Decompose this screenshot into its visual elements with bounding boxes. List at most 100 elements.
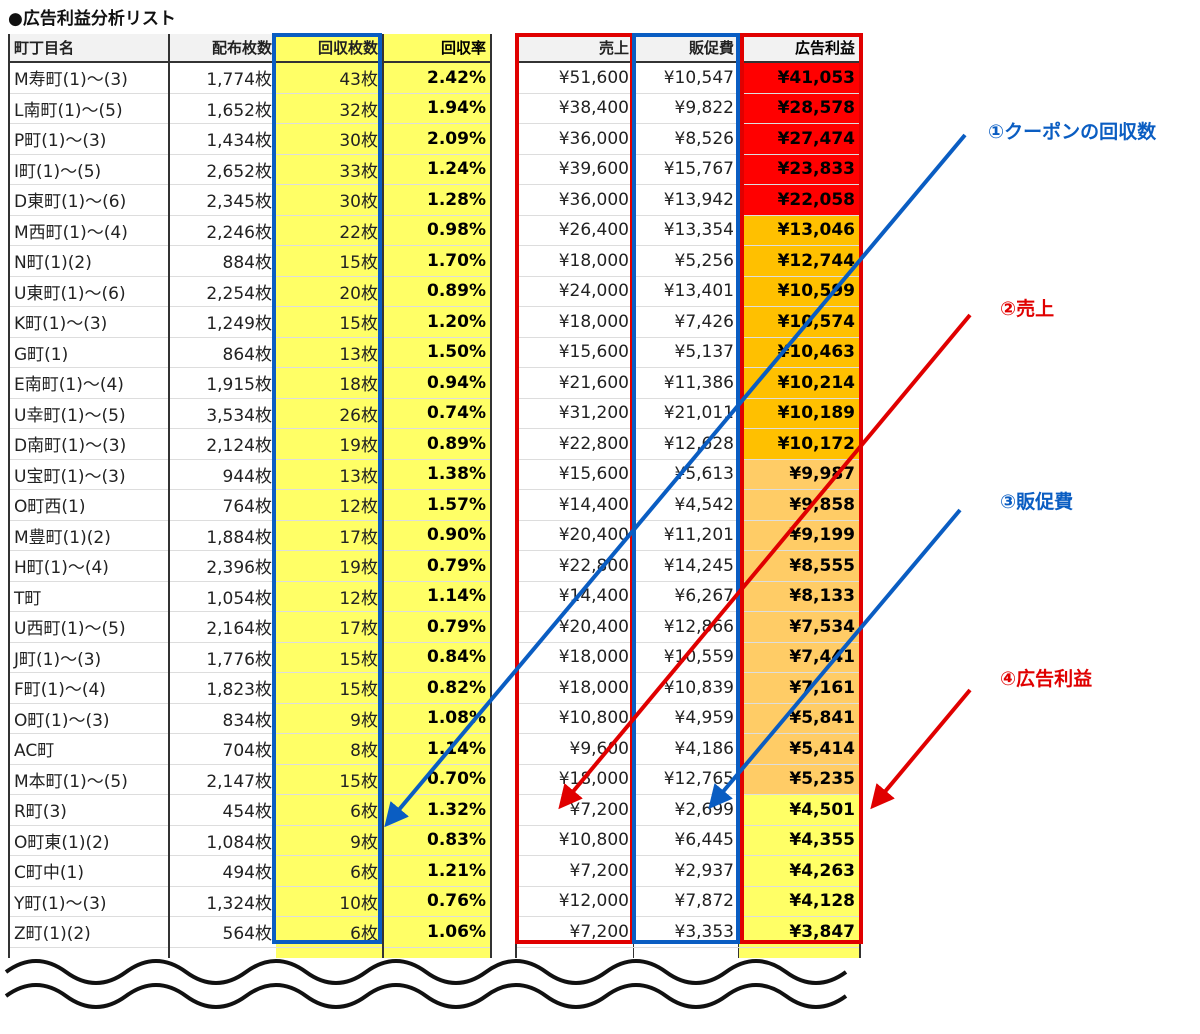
returned-count: 32枚 (276, 93, 383, 124)
sales: ¥14,400 (516, 581, 634, 612)
return-rate: 1.06% (382, 916, 492, 948)
sales: ¥20,400 (516, 520, 634, 551)
sales: ¥9,600 (516, 733, 634, 765)
distributed-count: 1,324枚 (169, 886, 276, 917)
ad-profit: ¥10,574 (738, 306, 861, 338)
left-table: 町丁目名 配布枚数 回収枚数 回収率 M寿町(1)〜(3) 1,774枚 43枚 2.… (8, 34, 492, 978)
ad-profit: ¥10,214 (738, 367, 861, 399)
promo-cost: ¥5,137 (633, 337, 739, 368)
table-row: M豊町(1)(2) 1,884枚 17枚 0.90% (9, 520, 492, 551)
distributed-count: 1,915枚 (169, 367, 276, 399)
ad-profit: ¥27,474 (738, 123, 861, 155)
town-name: AC町 (9, 733, 170, 765)
sales: ¥36,000 (516, 184, 634, 216)
promo-cost: ¥10,839 (633, 672, 739, 704)
town-name: J町(1)〜(3) (9, 642, 170, 673)
table-row: I町(1)〜(5) 2,652枚 33枚 1.24% (9, 154, 492, 185)
ad-profit: ¥22,058 (738, 184, 861, 216)
returned-count: 15枚 (276, 245, 383, 277)
ad-profit: ¥8,555 (738, 550, 861, 582)
header-rate: 回収率 (382, 34, 492, 63)
sales: ¥14,400 (516, 489, 634, 521)
sales: ¥15,600 (516, 458, 634, 490)
distributed-count: 2,124枚 (169, 428, 276, 460)
table-row: O町東(1)(2) 1,084枚 9枚 0.83% (9, 825, 492, 856)
annotation-sales: ②売上 (1000, 298, 1055, 320)
promo-cost: ¥12,866 (633, 611, 739, 643)
return-rate: 1.14% (382, 733, 492, 765)
distributed-count: 1,823枚 (169, 672, 276, 704)
town-name: U幸町(1)〜(5) (9, 398, 170, 429)
sales: ¥7,200 (516, 855, 634, 887)
table-row: ¥7,200 ¥3,353 ¥3,847 (516, 916, 861, 948)
town-name: O町東(1)(2) (9, 825, 170, 856)
sales: ¥7,200 (516, 916, 634, 948)
table-row: D南町(1)〜(3) 2,124枚 19枚 0.89% (9, 428, 492, 460)
return-rate: 0.89% (382, 428, 492, 460)
table-row: E南町(1)〜(4) 1,915枚 18枚 0.94% (9, 367, 492, 399)
returned-count: 18枚 (276, 367, 383, 399)
ad-profit: ¥12,744 (738, 245, 861, 277)
table-row: ¥7,200 ¥2,937 ¥4,263 (516, 855, 861, 887)
table-row: M本町(1)〜(5) 2,147枚 15枚 0.70% (9, 764, 492, 795)
returned-count: 15枚 (276, 642, 383, 673)
sales: ¥31,200 (516, 398, 634, 429)
promo-cost: ¥12,765 (633, 764, 739, 795)
town-name: H町(1)〜(4) (9, 550, 170, 582)
table-row: P町(1)〜(3) 1,434枚 30枚 2.09% (9, 123, 492, 155)
sales: ¥10,800 (516, 825, 634, 856)
promo-cost: ¥15,767 (633, 154, 739, 185)
returned-count: 13枚 (276, 337, 383, 368)
distributed-count: 1,776枚 (169, 642, 276, 673)
promo-cost: ¥6,267 (633, 581, 739, 612)
table-row: O町(1)〜(3) 834枚 9枚 1.08% (9, 703, 492, 734)
table-row: ¥20,400 ¥12,866 ¥7,534 (516, 611, 861, 643)
town-name: P町(1)〜(3) (9, 123, 170, 155)
return-rate: 1.32% (382, 794, 492, 826)
returned-count: 30枚 (276, 184, 383, 216)
table-row: ¥21,600 ¥11,386 ¥10,214 (516, 367, 861, 399)
sales: ¥18,000 (516, 764, 634, 795)
sales: ¥18,000 (516, 642, 634, 673)
town-name: N町(1)(2) (9, 245, 170, 277)
town-name: M豊町(1)(2) (9, 520, 170, 551)
table-row: ¥24,000 ¥13,401 ¥10,599 (516, 276, 861, 307)
distributed-count: 2,246枚 (169, 214, 276, 246)
returned-count: 17枚 (276, 520, 383, 551)
returned-count: 8枚 (276, 733, 383, 765)
sales: ¥51,600 (516, 62, 634, 94)
return-rate: 1.57% (382, 489, 492, 521)
sales: ¥15,600 (516, 337, 634, 368)
distributed-count: 864枚 (169, 337, 276, 368)
town-name: C町中(1) (9, 855, 170, 887)
table-row: N町(1)(2) 884枚 15枚 1.70% (9, 245, 492, 277)
promo-cost: ¥6,445 (633, 825, 739, 856)
header-profit: 広告利益 (738, 34, 861, 63)
table-row: ¥22,800 ¥14,245 ¥8,555 (516, 550, 861, 582)
table-row: G町(1) 864枚 13枚 1.50% (9, 337, 492, 368)
sales: ¥36,000 (516, 123, 634, 155)
return-rate: 0.76% (382, 886, 492, 917)
return-rate: 1.08% (382, 703, 492, 734)
table-row: M寿町(1)〜(3) 1,774枚 43枚 2.42% (9, 62, 492, 94)
table-row: ¥10,800 ¥6,445 ¥4,355 (516, 825, 861, 856)
distributed-count: 884枚 (169, 245, 276, 277)
town-name: Y町(1)〜(3) (9, 886, 170, 917)
ad-profit: ¥5,414 (738, 733, 861, 765)
town-name: D南町(1)〜(3) (9, 428, 170, 460)
sales: ¥22,800 (516, 428, 634, 460)
promo-cost: ¥9,822 (633, 93, 739, 124)
ad-profit: ¥4,355 (738, 825, 861, 856)
return-rate: 0.70% (382, 764, 492, 795)
distributed-count: 1,249枚 (169, 306, 276, 338)
distributed-count: 1,652枚 (169, 93, 276, 124)
ad-profit: ¥9,858 (738, 489, 861, 521)
table-row: F町(1)〜(4) 1,823枚 15枚 0.82% (9, 672, 492, 704)
promo-cost: ¥13,401 (633, 276, 739, 307)
returned-count: 6枚 (276, 916, 383, 948)
cut-wave (0, 958, 870, 1020)
distributed-count: 1,884枚 (169, 520, 276, 551)
table-row: D東町(1)〜(6) 2,345枚 30枚 1.28% (9, 184, 492, 216)
table-row: ¥18,000 ¥7,426 ¥10,574 (516, 306, 861, 338)
ad-profit: ¥10,189 (738, 398, 861, 429)
